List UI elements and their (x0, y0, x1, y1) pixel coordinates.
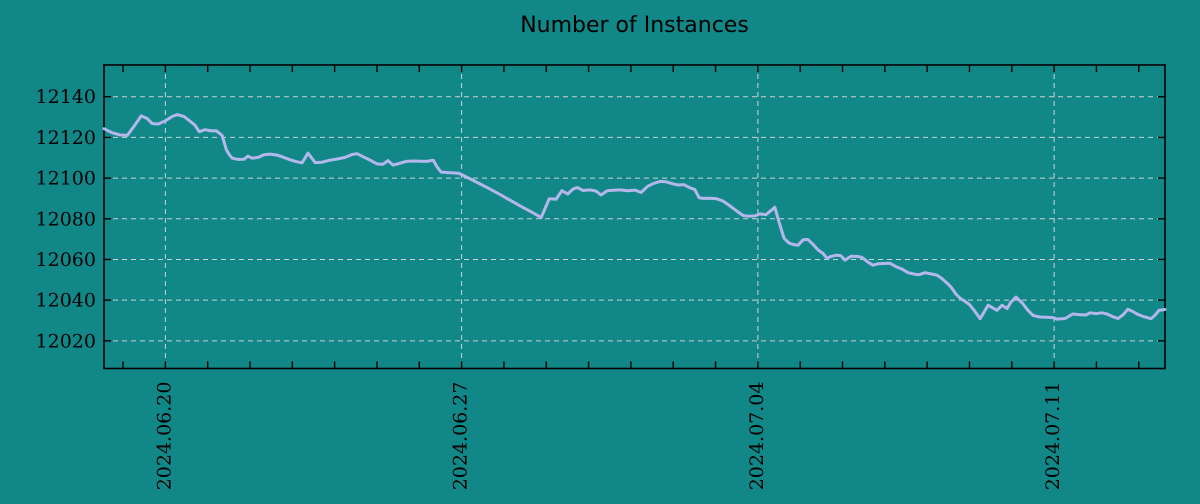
x-tick-label: 2024.07.11 (1042, 382, 1064, 491)
y-tick-label: 12120 (36, 127, 96, 149)
chart-title: Number of Instances (520, 13, 749, 38)
y-tick-label: 12080 (36, 208, 96, 230)
y-tick-label: 12100 (36, 168, 96, 190)
y-tick-label: 12060 (36, 249, 96, 271)
y-tick-label: 12140 (36, 86, 96, 108)
y-tick-label: 12020 (36, 330, 96, 352)
plot-border (103, 64, 1166, 370)
x-tick-label: 2024.06.20 (153, 382, 175, 491)
y-tick-label: 12040 (36, 290, 96, 312)
x-tick-label: 2024.07.04 (746, 382, 768, 491)
series-line (102, 113, 1167, 321)
x-tick-label: 2024.06.27 (450, 382, 472, 491)
